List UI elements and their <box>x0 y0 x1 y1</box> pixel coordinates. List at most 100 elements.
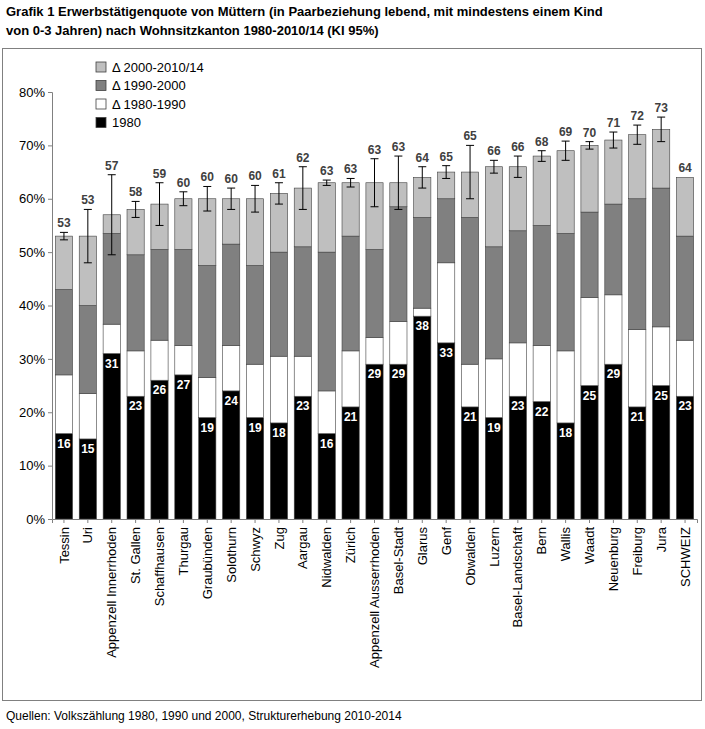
bar-segment <box>199 418 216 519</box>
bar-segment <box>605 140 622 204</box>
error-bar-line <box>442 166 450 179</box>
x-tick: Aargau <box>295 519 310 569</box>
x-tick-label: Freiburg <box>630 527 645 575</box>
total-label: 61 <box>272 167 286 181</box>
error-bar <box>275 183 283 204</box>
total-label: 63 <box>392 140 406 154</box>
y-tick-mark <box>48 519 52 520</box>
y-tick-mark <box>48 145 52 146</box>
data-label: 23 <box>511 399 525 413</box>
bar-segment <box>270 423 287 519</box>
x-tick: Uri <box>80 519 95 544</box>
bar-segment <box>294 247 311 356</box>
error-bar-line <box>562 141 570 160</box>
x-tick-label: Zug <box>271 527 286 549</box>
x-tick-mark <box>517 519 518 523</box>
legend-label: 1980 <box>112 115 141 130</box>
data-label: 19 <box>201 421 215 435</box>
total-label: 58 <box>129 185 143 199</box>
total-label: 73 <box>654 101 668 115</box>
x-tick-label: Obwalden <box>463 527 478 586</box>
x-tick-mark <box>589 519 590 523</box>
bar-segment <box>175 249 192 345</box>
x-axis: TessinUriAppenzell InnerrhodenSt. Gallen… <box>53 519 698 668</box>
x-tick: Waadt <box>582 519 597 564</box>
bar-segment <box>246 265 263 364</box>
error-bar <box>586 142 594 149</box>
x-tick-mark <box>87 519 88 523</box>
x-tick-label: Basel-Stadt <box>391 527 406 595</box>
error-bar-line <box>203 186 211 211</box>
x-tick: Appenzell Ausserrhoden <box>367 519 382 668</box>
legend-label: Δ 1990-2000 <box>112 78 186 93</box>
legend-swatch <box>96 99 106 109</box>
x-tick: Genf <box>439 519 454 555</box>
bar-segment <box>246 418 263 519</box>
y-axis-line <box>48 93 53 520</box>
x-tick: Zug <box>271 519 286 549</box>
error-bar <box>466 145 474 198</box>
error-bar-line <box>394 156 402 209</box>
data-label: 33 <box>439 346 453 360</box>
data-label: 29 <box>607 367 621 381</box>
y-tick-label: 0% <box>26 512 45 527</box>
bar-segment <box>533 225 550 345</box>
bar-segment <box>55 375 72 434</box>
y-tick: 40% <box>19 298 52 313</box>
error-bar <box>60 232 68 239</box>
bar-segment <box>103 354 120 519</box>
x-tick-label: Schaffhausen <box>152 527 167 606</box>
bar-segment <box>461 217 478 364</box>
bar-segment <box>270 356 287 423</box>
x-tick-mark <box>278 519 279 523</box>
x-tick-mark <box>493 519 494 523</box>
x-tick: SCHWEIZ <box>678 519 693 587</box>
total-label: 64 <box>678 161 692 175</box>
data-label: 31 <box>105 357 119 371</box>
bar-segment <box>390 364 407 519</box>
bar-segment <box>653 188 670 327</box>
x-tick: Basel-Stadt <box>391 519 406 594</box>
error-bar <box>657 117 665 142</box>
data-label: 27 <box>177 378 191 392</box>
bar-segment <box>629 199 646 330</box>
total-label: 57 <box>105 159 119 173</box>
data-label: 38 <box>416 319 430 333</box>
x-tick-label: Uri <box>80 527 95 544</box>
bar-segment <box>223 391 240 519</box>
y-tick-mark <box>48 92 52 93</box>
source: Quellen: Volkszählung 1980, 1990 und 200… <box>6 709 402 723</box>
x-tick-label: Appenzell Ausserrhoden <box>367 527 382 668</box>
bar-segment <box>294 356 311 396</box>
x-tick: Basel-Landschaft <box>510 519 525 627</box>
bar-segment <box>55 289 72 374</box>
y-tick-mark <box>48 466 52 467</box>
series-3 <box>55 129 693 305</box>
bar-segment <box>223 244 240 345</box>
bar-segment <box>653 327 670 386</box>
bar-segment <box>653 386 670 519</box>
x-tick-label: Thurgau <box>176 527 191 575</box>
bar-segment <box>414 217 431 308</box>
error-bar <box>514 156 522 177</box>
x-tick-label: Glarus <box>415 527 430 566</box>
x-tick-mark <box>302 519 303 523</box>
bar-segment <box>557 423 574 519</box>
error-bar <box>84 209 92 262</box>
y-tick: 30% <box>19 352 52 367</box>
data-label: 23 <box>296 399 310 413</box>
bar-segment <box>485 167 502 247</box>
data-label: 25 <box>654 389 668 403</box>
total-label: 60 <box>224 172 238 186</box>
x-tick-label: Solothurn <box>224 527 239 583</box>
error-bar-line <box>275 183 283 204</box>
error-bar-line <box>132 201 140 217</box>
plot-area <box>55 117 693 519</box>
bar-segment <box>366 338 383 365</box>
y-tick: 50% <box>19 245 52 260</box>
x-tick-mark <box>255 519 256 523</box>
legend-label: Δ 1980-1990 <box>112 97 186 112</box>
bar-segment <box>246 364 263 417</box>
error-bar-line <box>586 142 594 149</box>
error-bar <box>347 178 355 187</box>
